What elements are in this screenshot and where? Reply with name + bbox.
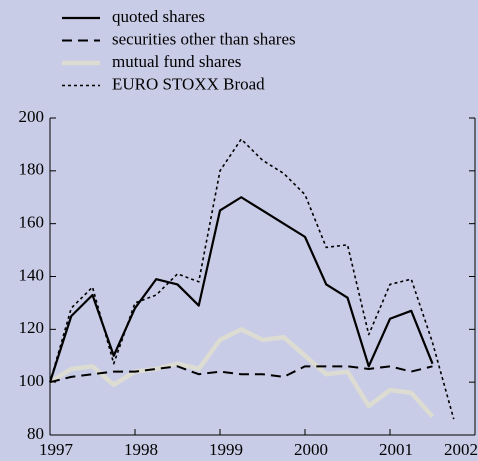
series-line [49,138,455,420]
series-line [49,365,433,384]
y-tick-label: 80 [27,424,44,443]
legend-label: EURO STOXX Broad [112,74,265,93]
series-line [48,327,435,419]
x-tick-label: 2002 [444,440,478,459]
y-tick-label: 100 [19,371,45,390]
legend-label: quoted shares [112,7,205,26]
x-tick-label: 2000 [294,440,328,459]
y-tick-label: 160 [19,213,45,232]
y-tick-label: 200 [19,107,45,126]
y-tick-label: 140 [19,265,45,284]
x-tick-label: 2001 [379,440,413,459]
x-tick-label: 1999 [209,440,243,459]
legend-label: mutual fund shares [112,52,241,71]
x-tick-label: 1998 [124,440,158,459]
y-tick-label: 180 [19,160,45,179]
y-tick-label: 120 [19,318,45,337]
x-tick-label: 1997 [39,440,74,459]
series-line [48,196,434,383]
legend-label: securities other than shares [112,29,296,48]
